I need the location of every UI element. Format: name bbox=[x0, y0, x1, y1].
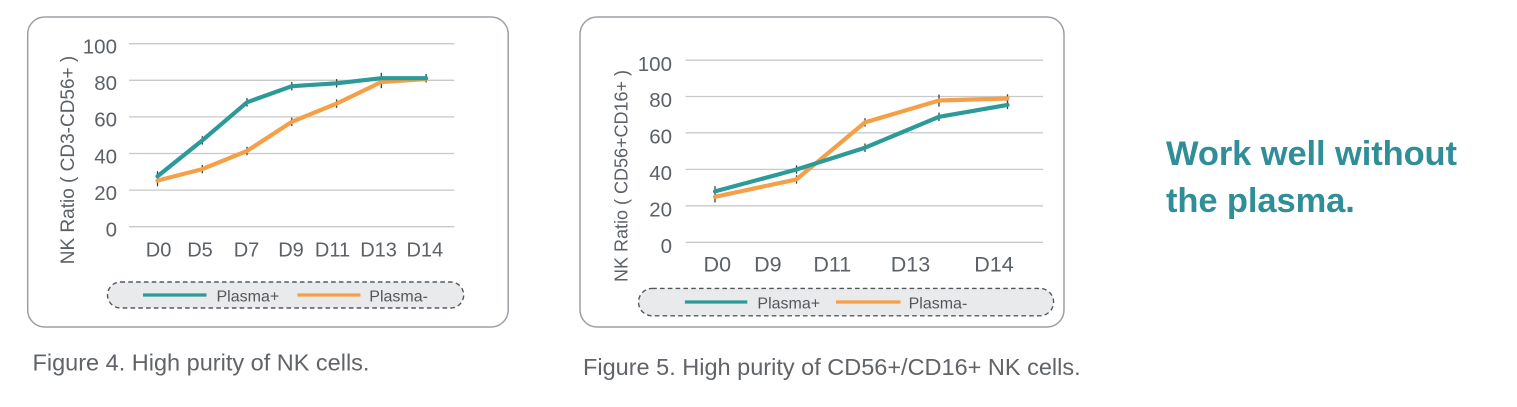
svg-text:20: 20 bbox=[649, 198, 672, 221]
svg-text:NK Ratio ( CD3-CD56+ ): NK Ratio ( CD3-CD56+ ) bbox=[58, 56, 79, 265]
svg-text:80: 80 bbox=[94, 72, 117, 95]
svg-text:100: 100 bbox=[83, 36, 117, 59]
svg-text:Plasma+: Plasma+ bbox=[217, 289, 280, 306]
svg-text:D5: D5 bbox=[187, 240, 213, 262]
svg-text:60: 60 bbox=[649, 125, 672, 148]
svg-text:D0: D0 bbox=[146, 240, 172, 262]
svg-text:NK Ratio ( CD56+CD16+ ): NK Ratio ( CD56+CD16+ ) bbox=[612, 70, 632, 282]
svg-text:Figure 4. High purity of NK ce: Figure 4. High purity of NK cells. bbox=[33, 350, 370, 376]
svg-text:80: 80 bbox=[649, 89, 672, 112]
svg-text:Plasma-: Plasma- bbox=[909, 295, 968, 312]
svg-text:D11: D11 bbox=[813, 253, 851, 277]
svg-text:60: 60 bbox=[94, 109, 117, 132]
svg-text:20: 20 bbox=[94, 182, 117, 205]
svg-text:D14: D14 bbox=[406, 240, 443, 262]
svg-text:40: 40 bbox=[649, 162, 672, 185]
svg-text:100: 100 bbox=[638, 53, 672, 76]
svg-text:Plasma+: Plasma+ bbox=[757, 295, 820, 312]
svg-text:D9: D9 bbox=[278, 240, 304, 262]
svg-text:Work well without: Work well without bbox=[1166, 135, 1458, 173]
svg-text:the plasma.: the plasma. bbox=[1166, 182, 1355, 220]
svg-text:D14: D14 bbox=[974, 253, 1013, 277]
svg-text:Figure 5. High purity of CD56+: Figure 5. High purity of CD56+/CD16+ NK … bbox=[583, 354, 1081, 380]
svg-text:0: 0 bbox=[661, 235, 672, 258]
svg-text:40: 40 bbox=[94, 145, 117, 168]
svg-text:D0: D0 bbox=[704, 253, 732, 277]
svg-text:Plasma-: Plasma- bbox=[369, 289, 428, 306]
svg-text:D13: D13 bbox=[360, 240, 397, 262]
svg-text:D13: D13 bbox=[891, 253, 930, 277]
svg-text:D7: D7 bbox=[234, 240, 260, 262]
svg-text:D9: D9 bbox=[754, 253, 781, 277]
svg-text:D11: D11 bbox=[315, 240, 350, 262]
svg-text:0: 0 bbox=[106, 219, 117, 242]
